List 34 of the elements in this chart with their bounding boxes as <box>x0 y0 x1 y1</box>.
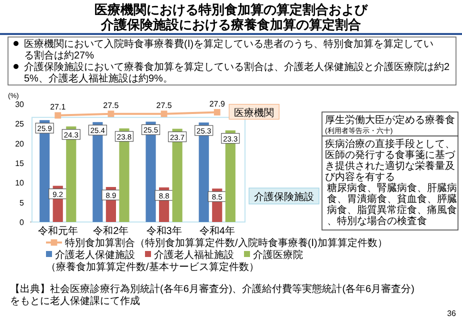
data-label: 27.9 <box>209 99 226 108</box>
x-tick-label: 令和2年 <box>93 225 129 237</box>
chart-subtitle: 介護保険施設における療養食加算の算定割合 <box>100 17 361 32</box>
text: （特別食加算算定件数/入院時食事療養(Ⅰ)加算算定件数） <box>135 238 388 249</box>
y-tick-label: 15 <box>15 159 25 168</box>
text: （療養食加算算定件数/基本サービス算定件数） <box>46 261 259 273</box>
legend-label: 特別食加算割合 <box>65 238 135 249</box>
x-tick-label: 令和3年 <box>146 225 182 237</box>
legend-label: 介護老人保健施設 <box>55 249 135 261</box>
text: 厚生労働大臣が定める療養食 <box>325 114 455 126</box>
y-tick-label: 10 <box>15 178 25 188</box>
text: 糖尿病食、腎臓病食、肝臓病食、胃潰瘍食、貧血食、膵臓病食、脂質異常症食、痛風食、特別な場合の検査食 <box>327 182 457 227</box>
chart-title: 医療機関における特別食加算の算定割合および <box>94 2 368 17</box>
data-label: 27.1 <box>50 102 66 112</box>
bar <box>146 122 156 222</box>
data-label: 27.5 <box>156 100 172 110</box>
x-tick-label: 令和元年 <box>38 225 78 237</box>
text: 介護保険施設において療養食加算を算定している割合は、介護老人保健施設と介護医療院は約25%、介護老人福祉施設は約9%。 <box>24 61 450 84</box>
text: 介護保険施設 <box>254 191 314 203</box>
x-tick-label: 令和4年 <box>199 225 235 237</box>
legend-label: 介護医療院 <box>253 249 303 261</box>
annotation: 医療機関 <box>234 106 274 119</box>
text: 疾病治療の直接手段として、医師の発行する食事箋に基づき提供された適切な栄養量及び内容を有する <box>325 138 456 183</box>
text: 36 <box>447 309 457 318</box>
y-tick-label: 0 <box>20 218 25 227</box>
text: 【出典】社会医療診療行為別統計(各年6月審査分)、介護給付費等実態統計(各年6月審査分)をもとに老人保健課にて作成 <box>10 283 414 307</box>
data-label: 27.5 <box>103 100 120 110</box>
y-tick-label: 30 <box>15 100 25 109</box>
bar <box>119 128 130 222</box>
y-tick-label: 25 <box>15 120 25 129</box>
y-tick-label: 5 <box>20 198 25 208</box>
y-tick-label: 20 <box>15 139 25 148</box>
text: 医療機関において入院時食事療養費(Ⅰ)を算定している患者のうち、特別食加算を算定している割合は約27% <box>24 38 434 62</box>
legend-label: 介護老人福祉施設 <box>154 249 234 261</box>
